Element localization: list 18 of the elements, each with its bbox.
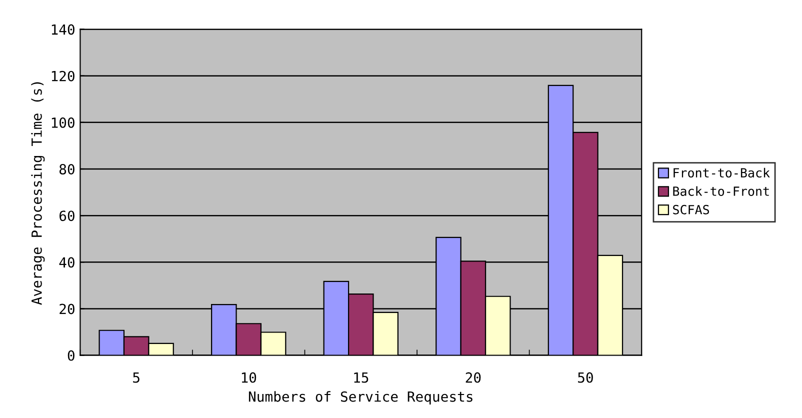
y-tick-label: 40	[59, 257, 74, 268]
y-tick-label: 60	[60, 210, 74, 222]
x-tick-label: 10	[242, 372, 256, 383]
legend-label: SCFAS	[673, 204, 710, 214]
x-axis-title: Numbers of Service Requests	[248, 391, 472, 405]
x-tick-label: 5	[133, 372, 140, 383]
y-tick-label: 120	[52, 70, 74, 82]
y-axis-title: Average Processing Time (s)	[31, 82, 45, 305]
x-tick-label: 15	[354, 372, 368, 383]
y-tick-label: 100	[52, 117, 74, 128]
y-tick-label: 20	[60, 304, 74, 314]
y-tick-label: 80	[60, 164, 74, 175]
x-tick-label: 50	[578, 372, 593, 383]
legend-label: Back-to-Front	[673, 186, 769, 196]
y-tick-label: 0	[68, 350, 74, 361]
y-tick-label: 140	[52, 24, 74, 35]
legend-label: Front-to-Back	[674, 168, 770, 178]
x-tick-label: 20	[466, 372, 481, 383]
